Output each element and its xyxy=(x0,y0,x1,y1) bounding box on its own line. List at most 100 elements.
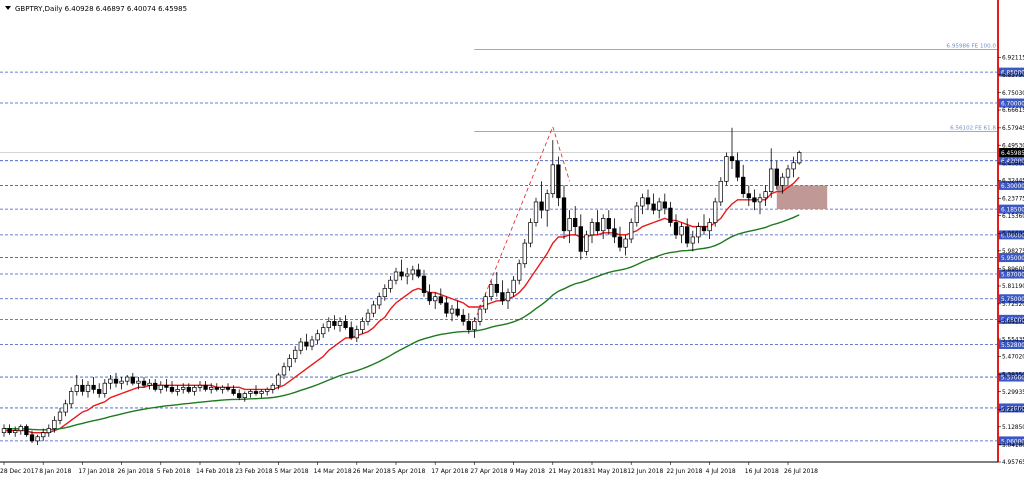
date-label: 4 Jul 2018 xyxy=(706,468,736,475)
candle xyxy=(573,206,578,235)
candle xyxy=(119,377,124,390)
demand-zone-rect xyxy=(776,185,828,210)
candle-body-bull xyxy=(377,296,382,306)
candle-body-bull xyxy=(511,279,516,293)
candle-body-bear xyxy=(746,193,751,199)
price-tick-label: 5.64105 xyxy=(1002,319,1024,325)
candle-body-bear xyxy=(91,384,96,390)
candle-body-bull xyxy=(57,411,63,421)
date-label: 14 Feb 2018 xyxy=(196,468,234,475)
candle-body-bull xyxy=(718,180,723,203)
candle xyxy=(528,218,533,248)
candle xyxy=(421,269,427,297)
candle xyxy=(640,193,645,215)
candle-body-bear xyxy=(612,228,617,238)
candle xyxy=(550,140,555,198)
candle xyxy=(455,300,460,318)
fibonacci-expansion-lines: 6.95986 FE 100.0 6.56102 FE 61.8 xyxy=(474,43,998,133)
candle-body-bear xyxy=(7,428,12,434)
candle xyxy=(685,218,690,248)
candle xyxy=(46,424,51,437)
fibo-label: 6.95986 FE 100.0 xyxy=(947,43,997,49)
candle xyxy=(141,377,147,388)
candle-body-bear xyxy=(153,382,158,390)
candle xyxy=(763,185,768,207)
candle xyxy=(197,381,203,392)
candle xyxy=(466,313,471,334)
level-label-bg xyxy=(999,67,1024,77)
candle-body-bear xyxy=(438,296,443,304)
candle xyxy=(735,152,740,182)
candle-body-bull xyxy=(102,382,107,394)
candle-body-bear xyxy=(729,156,735,162)
fast-ma-line xyxy=(4,176,800,434)
candle xyxy=(181,383,186,394)
candle xyxy=(158,381,163,394)
candle-body-bull xyxy=(321,327,326,335)
date-label: 17 Jan 2018 xyxy=(78,468,114,475)
candle-body-bear xyxy=(97,389,102,394)
candle-body-bear xyxy=(701,226,707,232)
candle-body-bull xyxy=(74,384,79,392)
level-label-bg xyxy=(999,436,1024,446)
candle-body-bull xyxy=(175,389,180,392)
candle-body-bull xyxy=(287,358,292,368)
level-label: 5.87000 xyxy=(1001,273,1024,279)
candle xyxy=(612,218,617,244)
candle xyxy=(326,317,331,332)
candle xyxy=(668,201,673,227)
candle-body-bull xyxy=(309,339,315,347)
candle-body-bull xyxy=(270,384,275,390)
candle-body-bull xyxy=(769,168,774,192)
candle xyxy=(276,372,281,390)
candle-body-bull xyxy=(528,222,533,244)
candle-body-bull xyxy=(707,222,712,232)
chart-title: GBPTRY,Daily 6.40928 6.46897 6.40074 6.4… xyxy=(15,5,187,13)
price-tick-label: 5.81190 xyxy=(1002,284,1024,290)
candle-body-bear xyxy=(595,222,600,232)
candle xyxy=(113,372,119,388)
candle xyxy=(365,309,371,326)
candle-body-bear xyxy=(343,321,348,328)
level-label: 5.75000 xyxy=(1001,297,1024,303)
price-axis: 6.85000 6.70000 6.42000 6.30000 6.18500 6.060… xyxy=(998,56,1024,466)
candle xyxy=(405,267,410,285)
candle-body-bull xyxy=(136,380,141,384)
candle xyxy=(13,426,18,437)
candle-body-bear xyxy=(500,292,505,302)
date-label: 5 Feb 2018 xyxy=(157,468,191,475)
level-label: 6.70000 xyxy=(1001,102,1024,108)
candle-body-bull xyxy=(522,242,527,265)
candle xyxy=(69,387,74,408)
candle xyxy=(511,276,516,297)
candle xyxy=(645,189,651,211)
candle-body-bear xyxy=(578,226,583,252)
level-label-bg xyxy=(999,204,1024,214)
candle xyxy=(545,189,550,227)
candle-body-bear xyxy=(399,271,404,277)
price-tick-label: 5.72520 xyxy=(1002,302,1024,308)
candle xyxy=(259,389,264,398)
candle xyxy=(774,160,779,190)
candle-body-bull xyxy=(209,386,214,390)
candle-body-bull xyxy=(220,386,225,390)
candle-body-bear xyxy=(164,384,169,388)
candle xyxy=(505,288,511,310)
candle xyxy=(791,156,796,178)
candle-body-bull xyxy=(690,236,695,244)
candle-body-bear xyxy=(169,386,175,392)
candle-body-bear xyxy=(668,207,673,223)
candle-body-bull xyxy=(18,426,23,431)
candle xyxy=(85,381,91,398)
candle xyxy=(399,259,404,281)
date-label: 5 Apr 2018 xyxy=(392,468,425,475)
candle-body-bull xyxy=(281,366,287,376)
candle-body-bear xyxy=(130,376,135,384)
candle-body-bear xyxy=(645,197,651,205)
date-label: 23 Feb 2018 xyxy=(235,468,273,475)
level-label-bg xyxy=(999,339,1024,349)
candle-body-bull xyxy=(52,419,57,429)
candle-body-bull xyxy=(567,218,572,232)
chevron-down-icon[interactable] xyxy=(5,6,11,10)
